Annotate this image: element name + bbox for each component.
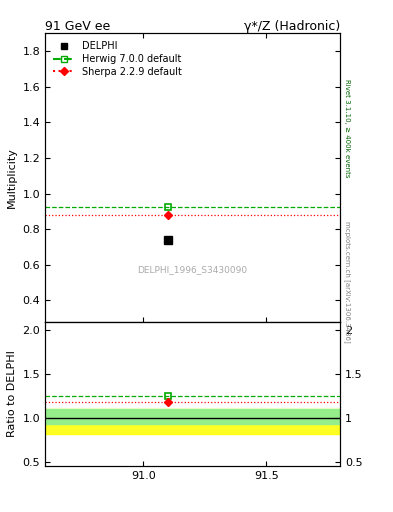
Bar <box>45 409 340 424</box>
Y-axis label: Ratio to DELPHI: Ratio to DELPHI <box>7 350 17 437</box>
Text: γ*/Z (Hadronic): γ*/Z (Hadronic) <box>244 20 340 33</box>
Text: DELPHI_1996_S3430090: DELPHI_1996_S3430090 <box>138 265 248 274</box>
Text: mcplots.cern.ch [arXiv:1306.3436]: mcplots.cern.ch [arXiv:1306.3436] <box>344 221 351 343</box>
Y-axis label: Multiplicity: Multiplicity <box>7 147 17 208</box>
Bar <box>45 409 340 434</box>
Legend: DELPHI, Herwig 7.0.0 default, Sherpa 2.2.9 default: DELPHI, Herwig 7.0.0 default, Sherpa 2.2… <box>50 38 185 80</box>
Text: 91 GeV ee: 91 GeV ee <box>45 20 110 33</box>
Text: Rivet 3.1.10, ≥ 400k events: Rivet 3.1.10, ≥ 400k events <box>344 79 350 177</box>
